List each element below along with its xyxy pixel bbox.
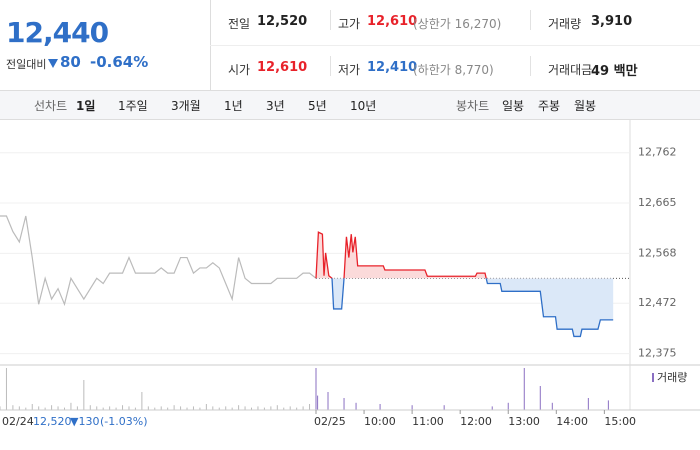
separator	[530, 10, 531, 30]
prev-close: 12,520	[33, 415, 72, 428]
prev-line	[0, 215, 317, 307]
y-tick-label: 12,665	[638, 196, 677, 209]
legend-label: 거래량	[657, 371, 687, 384]
x-tick-label: 02/25	[314, 415, 346, 428]
tab[interactable]: 월봉	[574, 99, 597, 113]
tab[interactable]: 5년	[308, 99, 327, 113]
y-tick-label: 12,762	[638, 146, 677, 159]
y-tick-label: 12,375	[638, 347, 677, 360]
today-line	[315, 231, 487, 279]
chart: 12,762 12,665 12,568 12,472 12,375 거래량 02/25 10…	[0, 120, 700, 428]
x-tick-label: 12:00	[460, 415, 492, 428]
stat-value: 12,610	[367, 14, 418, 29]
stat-label: 시가	[228, 63, 251, 77]
stat-label: 전일	[228, 17, 251, 31]
change-pct: -0.64%	[90, 53, 149, 71]
y-tick-label: 12,568	[638, 246, 677, 259]
legend-swatch	[652, 373, 654, 382]
stat-note: (하한가 8,770)	[413, 63, 494, 77]
stat-value: 12,520	[257, 14, 308, 29]
x-tick-label: 13:00	[508, 415, 540, 428]
today-area	[316, 232, 487, 279]
x-tick-label: 11:00	[412, 415, 444, 428]
x-tick-label: 15:00	[604, 415, 636, 428]
tab[interactable]: 1일	[76, 99, 96, 113]
stat-note: (상한가 16,270)	[413, 17, 502, 31]
stat-value: 12,410	[367, 60, 418, 75]
y-tick-label: 12,472	[638, 296, 677, 309]
x-tick-label: 14:00	[556, 415, 588, 428]
nav-label: 봉차트	[456, 99, 490, 113]
separator	[210, 45, 700, 46]
tab[interactable]: 3년	[266, 99, 285, 113]
stat-value: 12,610	[257, 60, 308, 75]
separator	[330, 10, 331, 30]
x-tick-label: 10:00	[364, 415, 396, 428]
stat-label: 거래대금	[548, 63, 593, 77]
nav-label: 선차트	[34, 99, 68, 113]
today-line	[315, 278, 614, 338]
price: 12,440	[6, 16, 109, 49]
tab[interactable]: 3개월	[171, 99, 201, 113]
change: 80	[60, 53, 81, 71]
tab[interactable]: 주봉	[538, 99, 561, 113]
tab[interactable]: 1년	[224, 99, 243, 113]
stat-label: 고가	[338, 17, 361, 31]
stat-label: 저가	[338, 63, 361, 77]
prev-date: 02/24	[2, 415, 34, 428]
tab[interactable]: 10년	[350, 99, 377, 113]
prev-change: ▼130	[70, 415, 99, 428]
stat-label: 거래량	[548, 17, 582, 31]
separator	[330, 56, 331, 76]
change-label: 전일대비	[6, 58, 47, 71]
down-icon	[48, 59, 58, 68]
today-area	[316, 278, 614, 337]
prev-change-pct: (-1.03%)	[100, 415, 148, 428]
nav-bar: 선차트 1일 1주일 3개월 1년 3년 5년 10년 봉차트 일봉 주봉 월봉	[0, 90, 700, 120]
separator	[530, 56, 531, 76]
stat-value: 49 백만	[591, 64, 638, 79]
tab[interactable]: 일봉	[502, 99, 525, 113]
stat-value: 3,910	[591, 14, 633, 29]
tab[interactable]: 1주일	[118, 99, 148, 113]
